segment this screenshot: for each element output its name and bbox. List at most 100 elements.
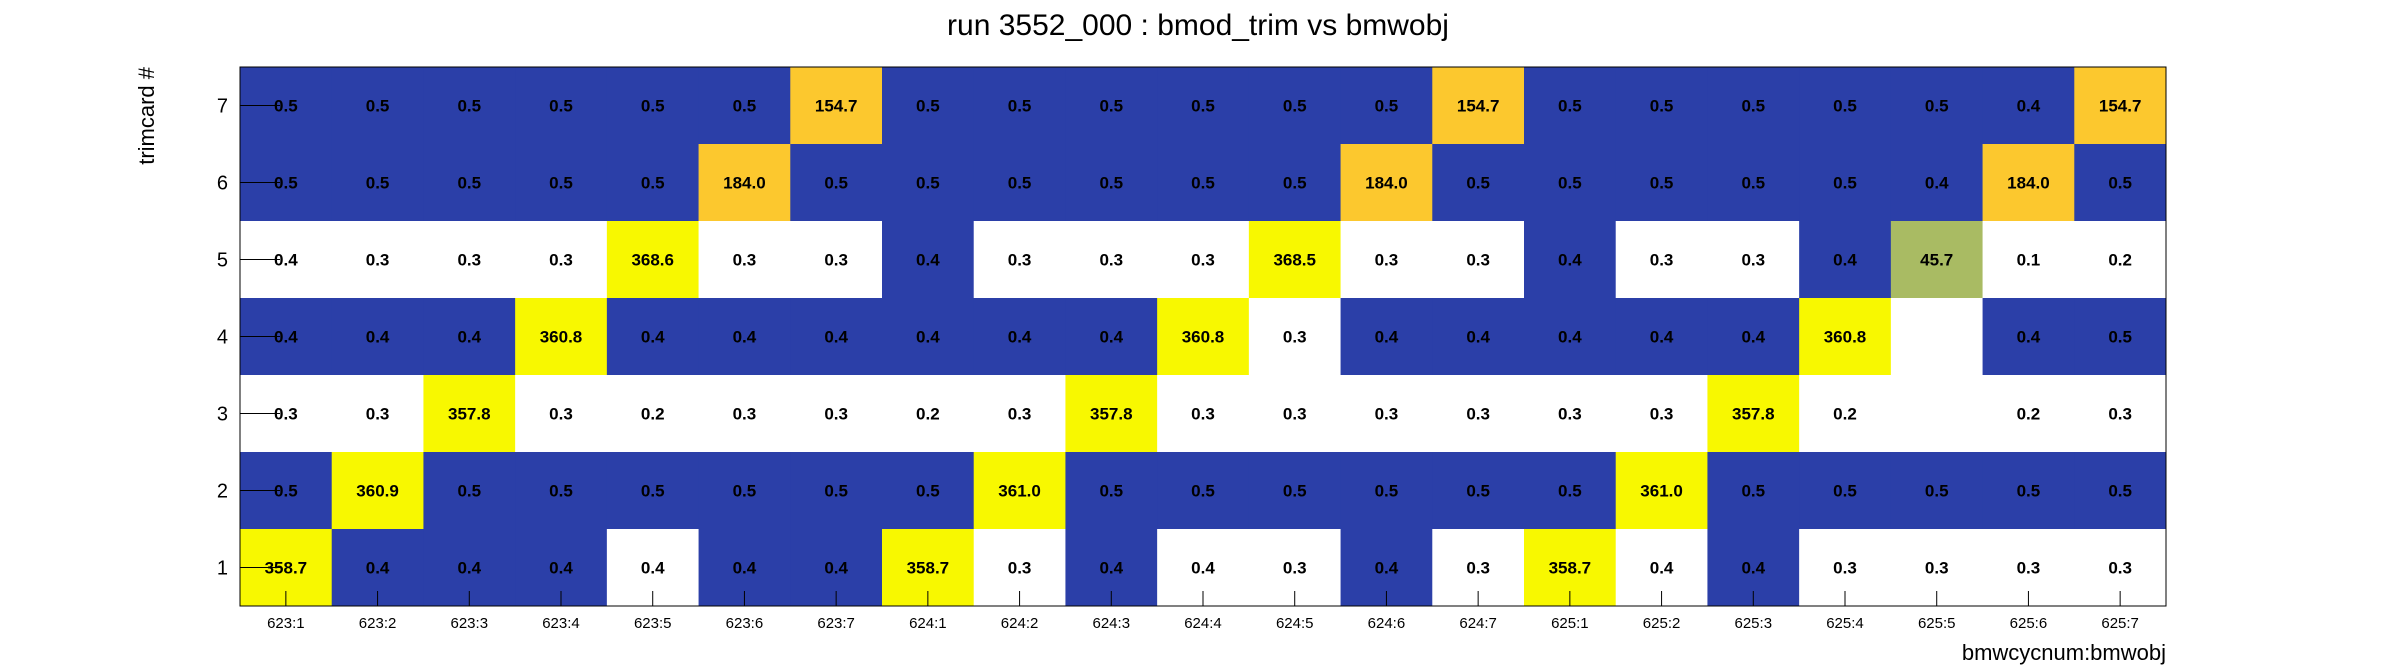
- heatmap-cell: [606, 452, 700, 530]
- cell-value-label: 0.3: [366, 405, 390, 424]
- heatmap-cell: [423, 298, 516, 376]
- heatmap-cell: [1707, 375, 1800, 453]
- y-tick-label: 6: [217, 173, 228, 195]
- heatmap-cell: [1615, 452, 1708, 530]
- cell-value-label: 0.3: [1833, 559, 1857, 578]
- cell-value-label: 0.5: [366, 174, 390, 193]
- heatmap-cell: [1340, 144, 1433, 222]
- heatmap-cell: [1524, 67, 1617, 145]
- heatmap-cell: [331, 452, 424, 530]
- cell-value-label: 0.5: [549, 482, 573, 501]
- heatmap-cell: [423, 375, 516, 453]
- cell-value-label: 0.4: [916, 251, 940, 270]
- cell-value-label: 0.4: [366, 328, 390, 347]
- cell-value-label: 0.3: [1099, 251, 1123, 270]
- cell-value-label: 0.3: [366, 251, 390, 270]
- heatmap-cell: [1707, 221, 1800, 299]
- cell-value-label: 0.5: [1008, 174, 1032, 193]
- cell-value-label: 358.7: [1549, 559, 1592, 578]
- cell-value-label: 0.3: [1925, 559, 1949, 578]
- heatmap-cell: [1248, 375, 1342, 453]
- cell-value-label: 0.5: [2108, 328, 2132, 347]
- cell-value-label: 0.5: [824, 174, 848, 193]
- cell-value-label: 0.3: [2017, 559, 2041, 578]
- heatmap-cell: [606, 67, 700, 145]
- x-tick-label: 623:5: [634, 615, 672, 632]
- cell-value-label: 184.0: [2007, 174, 2050, 193]
- heatmap-cell: [1340, 452, 1433, 530]
- cell-value-label: 45.7: [1920, 251, 1953, 270]
- cell-value-label: 0.5: [2108, 482, 2132, 501]
- x-tick-label: 624:6: [1368, 615, 1406, 632]
- cell-value-label: 0.5: [1008, 97, 1032, 116]
- cell-value-label: 0.5: [1375, 482, 1399, 501]
- heatmap-cell: [1340, 67, 1433, 145]
- heatmap-cell: [1248, 67, 1342, 145]
- cell-value-label: 0.4: [824, 559, 848, 578]
- heatmap-cell: [1982, 144, 2075, 222]
- heatmap-cell: [2074, 67, 2167, 145]
- cell-value-label: 0.1: [2017, 251, 2041, 270]
- heatmap-cell: [1432, 452, 1525, 530]
- heatmap-cell: [1799, 67, 1892, 145]
- chart-title: run 3552_000 : bmod_trim vs bmwobj: [947, 9, 1449, 42]
- cell-value-label: 0.3: [1375, 405, 1399, 424]
- cell-value-label: 154.7: [2099, 97, 2142, 116]
- heatmap-cell: [1799, 452, 1892, 530]
- cell-value-label: 0.5: [1191, 174, 1215, 193]
- heatmap-cell: [515, 144, 608, 222]
- cell-value-label: 0.4: [1558, 328, 1582, 347]
- cell-value-label: 0.4: [549, 559, 573, 578]
- x-tick-label: 624:4: [1184, 615, 1222, 632]
- cell-value-label: 0.5: [641, 97, 665, 116]
- cell-value-label: 0.5: [1558, 482, 1582, 501]
- cell-value-label: 0.5: [1741, 174, 1765, 193]
- heatmap-cell: [790, 144, 883, 222]
- heatmap-cell: [698, 375, 791, 453]
- cell-value-label: 0.5: [1099, 482, 1123, 501]
- x-tick-label: 624:1: [909, 615, 947, 632]
- cell-value-label: 0.4: [733, 559, 757, 578]
- cell-value-label: 0.3: [1650, 405, 1674, 424]
- heatmap-cell: [1707, 144, 1800, 222]
- cell-value-label: 0.4: [641, 328, 665, 347]
- cell-value-label: 0.4: [1191, 559, 1215, 578]
- x-tick-label: 625:3: [1735, 615, 1773, 632]
- heatmap-cell: [1157, 298, 1250, 376]
- cell-value-label: 361.0: [998, 482, 1041, 501]
- cell-value-label: 0.4: [2017, 328, 2041, 347]
- heatmap-cell: [331, 144, 424, 222]
- heatmap-cell: [1340, 375, 1433, 453]
- heatmap-cell: [973, 375, 1066, 453]
- cell-value-label: 0.3: [549, 251, 573, 270]
- cell-value-label: 0.5: [1741, 97, 1765, 116]
- heatmap-cell: [1248, 452, 1342, 530]
- heatmap-cell: [515, 298, 608, 376]
- cell-value-label: 0.5: [733, 97, 757, 116]
- heatmap-cell: [1340, 221, 1433, 299]
- heatmap-cell: [1524, 298, 1617, 376]
- cell-value-label: 360.8: [1824, 328, 1867, 347]
- y-tick-label: 2: [217, 481, 228, 503]
- cell-value-label: 0.3: [1466, 559, 1490, 578]
- x-tick-label: 625:2: [1643, 615, 1681, 632]
- heatmap-cell: [423, 67, 516, 145]
- heatmap-cell: [1524, 144, 1617, 222]
- heatmap-cell: [1890, 221, 1984, 299]
- cell-value-label: 0.4: [1099, 559, 1123, 578]
- cell-value-label: 0.3: [733, 405, 757, 424]
- heatmap-cell: [1248, 144, 1342, 222]
- heatmap-cell: [973, 144, 1066, 222]
- cell-value-label: 0.3: [824, 405, 848, 424]
- cell-value-label: 154.7: [815, 97, 858, 116]
- cell-value-label: 0.5: [274, 482, 298, 501]
- cell-value-label: 0.5: [1650, 97, 1674, 116]
- cell-value-label: 0.5: [1283, 482, 1307, 501]
- cell-value-label: 357.8: [1090, 405, 1133, 424]
- cell-value-label: 0.4: [274, 328, 298, 347]
- cell-value-label: 0.4: [641, 559, 665, 578]
- x-tick-label: 624:5: [1276, 615, 1314, 632]
- heatmap-cell: [790, 298, 883, 376]
- y-tick-label: 3: [217, 404, 228, 426]
- heatmap-cell: [698, 298, 791, 376]
